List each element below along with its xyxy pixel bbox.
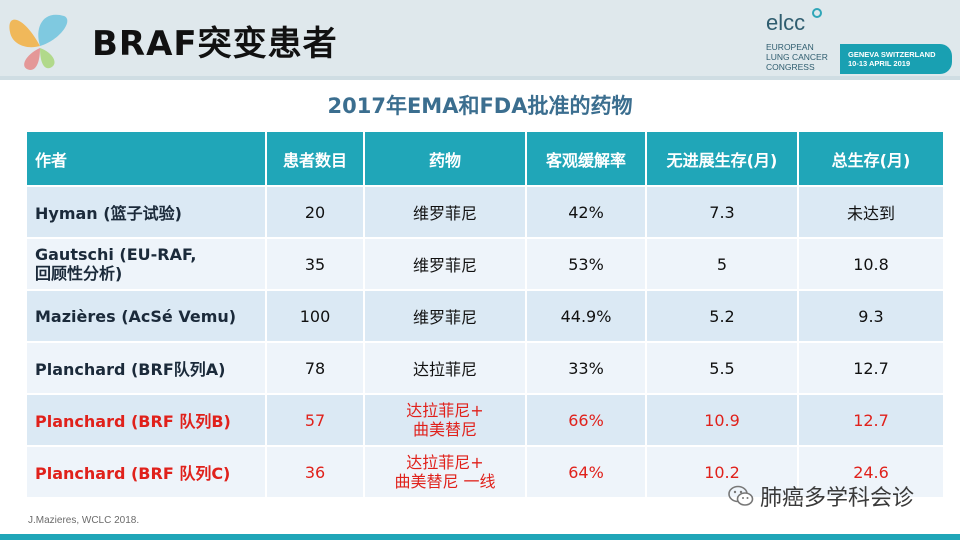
- table-row: Gautschi (EU-RAF, 回顾性分析) 35 维罗菲尼 53% 5 1…: [25, 238, 945, 291]
- watermark: 肺癌多学科会诊: [728, 476, 914, 516]
- results-table: 作者 患者数目 药物 客观缓解率 无进展生存(月) 总生存(月) Hyman (…: [25, 132, 945, 499]
- conference-dates: 10-13 APRIL 2019: [848, 59, 911, 68]
- cell-patients: 78: [265, 342, 365, 395]
- cell-author: Mazières (AcSé Vemu): [25, 290, 267, 343]
- header-author: 作者: [25, 132, 267, 187]
- cell-pfs: 10.2: [645, 446, 799, 499]
- cell-os: 24.6: [797, 446, 945, 499]
- cell-author-line2: 回顾性分析): [35, 264, 123, 283]
- bottom-bar: [0, 534, 960, 540]
- table-row: Hyman (篮子试验) 20 维罗菲尼 42% 7.3 未达到: [25, 186, 945, 239]
- header-patients: 患者数目: [265, 132, 365, 187]
- cell-author: Planchard (BRF 队列B): [25, 394, 267, 447]
- table-header-row: 作者 患者数目 药物 客观缓解率 无进展生存(月) 总生存(月): [25, 132, 945, 187]
- cell-drug: 维罗菲尼: [363, 186, 527, 239]
- cell-drug-line2: 曲美替尼 一线: [394, 472, 496, 491]
- cell-drug: 达拉菲尼+ 曲美替尼 一线: [363, 446, 527, 499]
- cell-author: Hyman (篮子试验): [25, 186, 267, 239]
- cell-orr: 53%: [525, 238, 647, 291]
- cell-author: Gautschi (EU-RAF, 回顾性分析): [25, 238, 267, 291]
- cell-pfs: 7.3: [645, 186, 799, 239]
- conference-line2: LUNG CANCER: [766, 52, 828, 62]
- conference-line3: CONGRESS: [766, 62, 815, 72]
- cell-author: Planchard (BRF 队列C): [25, 446, 267, 499]
- cell-orr: 66%: [525, 394, 647, 447]
- conference-logo-text: elcc: [766, 10, 806, 35]
- conference-logo: elcc EUROPEAN LUNG CANCER CONGRESS GENEV…: [756, 6, 956, 78]
- cell-author-line1: Gautschi (EU-RAF,: [35, 245, 197, 264]
- cell-drug: 达拉菲尼+ 曲美替尼: [363, 394, 527, 447]
- watermark-text: 肺癌多学科会诊: [760, 486, 915, 511]
- header-pfs: 无进展生存(月): [645, 132, 799, 187]
- conference-date-box: GENEVA SWITZERLAND 10-13 APRIL 2019: [840, 44, 952, 74]
- slide-title: BRAF突变患者: [92, 24, 338, 64]
- table-row: Planchard (BRF队列A) 78 达拉菲尼 33% 5.5 12.7: [25, 342, 945, 395]
- cell-os: 12.7: [797, 342, 945, 395]
- cell-orr: 42%: [525, 186, 647, 239]
- cell-pfs: 5: [645, 238, 799, 291]
- header-os: 总生存(月): [797, 132, 945, 187]
- cell-orr: 64%: [525, 446, 647, 499]
- cell-patients: 100: [265, 290, 365, 343]
- cell-drug: 达拉菲尼: [363, 342, 527, 395]
- cell-os: 9.3: [797, 290, 945, 343]
- cell-patients: 35: [265, 238, 365, 291]
- cell-author: Planchard (BRF队列A): [25, 342, 267, 395]
- cell-pfs: 10.9: [645, 394, 799, 447]
- cell-os: 10.8: [797, 238, 945, 291]
- cell-drug-line1: 达拉菲尼+: [406, 453, 484, 472]
- butterfly-logo: [9, 14, 68, 70]
- cell-os: 未达到: [797, 186, 945, 239]
- cell-patients: 20: [265, 186, 365, 239]
- cell-drug-line1: 达拉菲尼+: [406, 401, 484, 420]
- table-row-highlight: Planchard (BRF 队列C) 36 达拉菲尼+ 曲美替尼 一线 64%…: [25, 446, 945, 499]
- cell-pfs: 5.5: [645, 342, 799, 395]
- wechat-icon: [728, 485, 754, 506]
- cell-pfs: 5.2: [645, 290, 799, 343]
- cell-drug: 维罗菲尼: [363, 238, 527, 291]
- cell-patients: 36: [265, 446, 365, 499]
- header-orr: 客观缓解率: [525, 132, 647, 187]
- conference-location: GENEVA SWITZERLAND: [848, 50, 936, 59]
- table-row-highlight: Planchard (BRF 队列B) 57 达拉菲尼+ 曲美替尼 66% 10…: [25, 394, 945, 447]
- cell-os: 12.7: [797, 394, 945, 447]
- header-band: [0, 0, 960, 80]
- cell-drug: 维罗菲尼: [363, 290, 527, 343]
- cell-patients: 57: [265, 394, 365, 447]
- cell-orr: 44.9%: [525, 290, 647, 343]
- header-drug: 药物: [363, 132, 527, 187]
- citation: J.Mazieres, WCLC 2018.: [28, 515, 140, 526]
- cell-drug-line2: 曲美替尼: [412, 420, 477, 439]
- conference-dot-icon: [812, 8, 822, 18]
- cell-orr: 33%: [525, 342, 647, 395]
- slide-subtitle: 2017年EMA和FDA批准的药物: [327, 94, 633, 118]
- conference-line1: EUROPEAN: [766, 42, 814, 52]
- table-row: Mazières (AcSé Vemu) 100 维罗菲尼 44.9% 5.2 …: [25, 290, 945, 343]
